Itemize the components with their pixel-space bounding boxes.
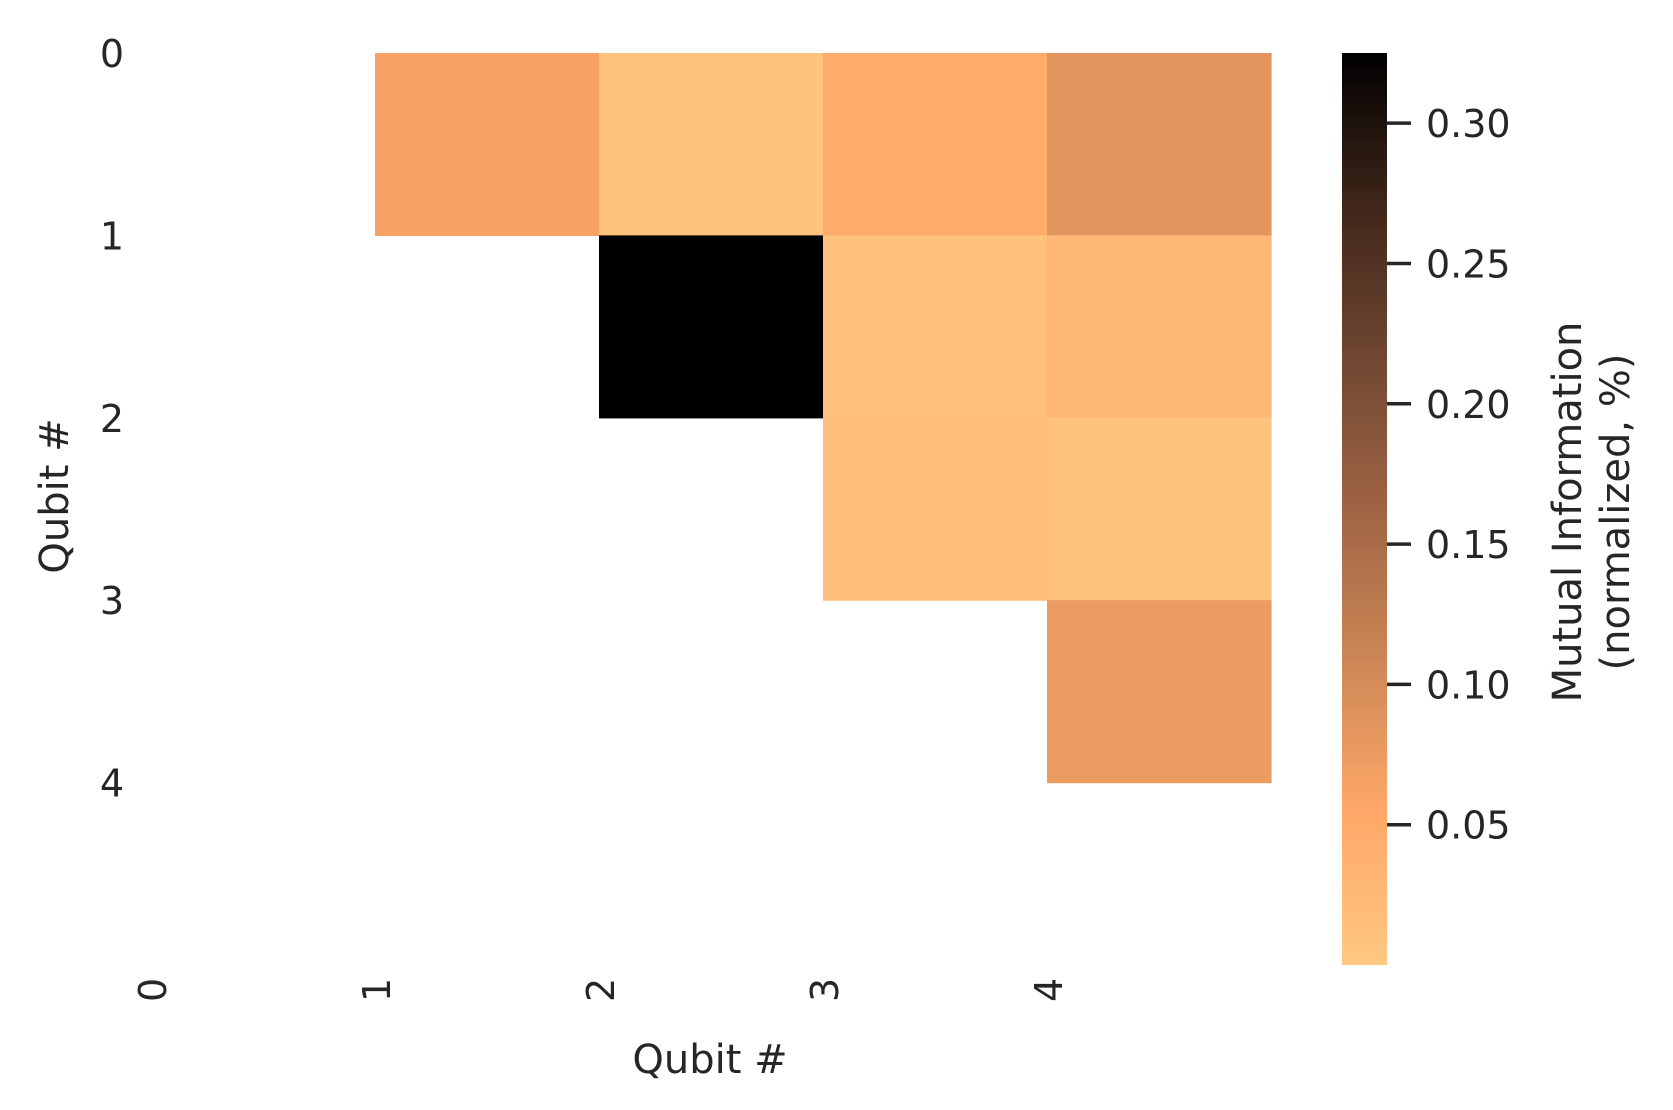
y-axis-label: Qubit # — [32, 418, 78, 573]
x-tick-label: 3 — [803, 978, 847, 1002]
heatmap-cell — [1047, 53, 1272, 236]
heatmap-cell — [599, 235, 824, 419]
x-tick-label: 1 — [355, 978, 399, 1002]
y-tick-label: 2 — [100, 397, 124, 441]
colorbar-tick-label: 0.20 — [1426, 383, 1511, 427]
x-tick-labels: 0 1 2 3 4 — [131, 978, 1071, 1002]
colorbar-tick-label: 0.15 — [1426, 523, 1511, 567]
y-tick-labels: 0 1 2 3 4 — [100, 32, 124, 806]
heatmap-cell — [823, 53, 1048, 236]
colorbar-label: Mutual Information(normalized, %) — [1545, 322, 1639, 703]
heatmap-cell — [823, 235, 1048, 419]
heatmap-cell — [823, 417, 1048, 601]
heatmap-cell — [1047, 417, 1272, 601]
heatmap-cell — [1047, 600, 1272, 784]
colorbar-gradient — [1342, 53, 1387, 965]
y-tick-label: 3 — [100, 579, 124, 623]
colorbar-tick-label: 0.10 — [1426, 663, 1511, 707]
y-tick-label: 1 — [100, 214, 124, 258]
x-tick-label: 0 — [131, 978, 175, 1002]
colorbar-tick-label: 0.05 — [1426, 804, 1511, 848]
x-tick-label: 4 — [1027, 978, 1071, 1002]
colorbar-tick-label: 0.30 — [1426, 102, 1511, 146]
heatmap-cell — [599, 53, 824, 236]
heatmap-cell — [375, 53, 600, 236]
colorbar-ticks: 0.05 0.10 0.15 0.20 0.25 0.30 — [1387, 102, 1511, 848]
heatmap-cells — [375, 53, 1272, 784]
y-tick-label: 0 — [100, 32, 124, 76]
y-tick-label: 4 — [100, 762, 124, 806]
colorbar — [1342, 53, 1387, 965]
x-axis-label: Qubit # — [632, 1037, 787, 1083]
heatmap-cell — [1047, 235, 1272, 419]
colorbar-tick-label: 0.25 — [1426, 242, 1511, 286]
x-tick-label: 2 — [579, 978, 623, 1002]
